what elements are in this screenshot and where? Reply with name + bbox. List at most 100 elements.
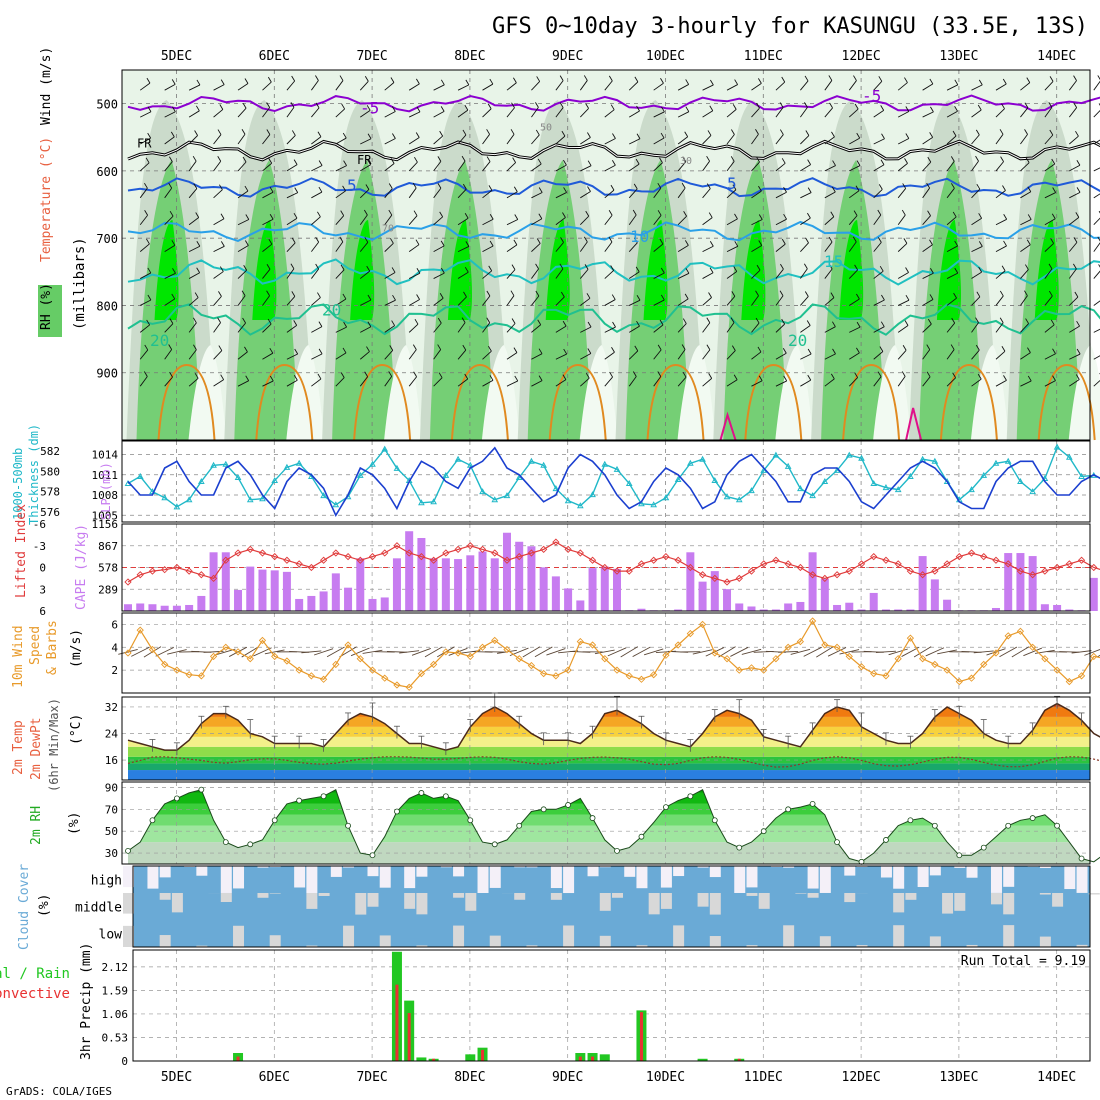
wind-barb xyxy=(653,299,665,306)
upper-wind-label: Wind (m/s) xyxy=(39,47,54,125)
cape-bar xyxy=(124,604,132,611)
cape-bar xyxy=(172,605,181,611)
wind-barb xyxy=(604,164,616,172)
wind-barb-flag xyxy=(587,186,591,192)
wind-barb xyxy=(946,377,956,387)
wind-barb-flag xyxy=(315,75,319,81)
wind-barb xyxy=(873,242,882,252)
wind-barb xyxy=(164,187,173,199)
wind-barb xyxy=(335,269,345,279)
wind-barb-flag xyxy=(828,75,833,81)
cloud-low-cell xyxy=(819,936,831,947)
wind-barb-flag xyxy=(611,294,616,300)
wind-barb xyxy=(971,134,980,145)
thickness-point xyxy=(564,497,572,504)
wind-barb xyxy=(555,80,564,91)
lifted-index-point xyxy=(955,552,963,561)
wind-barb xyxy=(579,269,589,279)
wind-barb xyxy=(946,245,958,253)
temp-contour-25 xyxy=(157,363,216,441)
wind-barb xyxy=(922,215,931,226)
wind-barb xyxy=(677,349,686,360)
rh-point xyxy=(956,852,963,859)
thickness-axis-label-2: Thickness (dm) xyxy=(27,424,41,525)
wind-barb-flag xyxy=(779,290,784,297)
thickness-point xyxy=(1065,453,1073,460)
wind-barb-flag xyxy=(856,293,860,300)
wind-barb-flag xyxy=(804,291,809,297)
wind-barb-flag xyxy=(392,133,396,139)
wind-barb-flag xyxy=(464,212,469,219)
wind-barb xyxy=(139,162,150,172)
lifted-index-point xyxy=(124,578,132,586)
wind10m-barb xyxy=(741,648,762,655)
precip-convective-bar xyxy=(578,1056,582,1061)
wind-barb xyxy=(140,272,152,279)
wind-barb-flag xyxy=(706,155,710,162)
wind-barb xyxy=(335,137,347,145)
wind-barb xyxy=(1069,379,1080,387)
wind-barb xyxy=(359,214,368,225)
lifted-index-point xyxy=(527,549,536,557)
cape-bar xyxy=(246,566,255,611)
wind-barb xyxy=(604,351,615,360)
wind-barb xyxy=(677,111,690,118)
wind-barb-flag xyxy=(1050,319,1055,326)
wind-barb xyxy=(408,137,420,145)
wind-barb xyxy=(824,297,835,306)
wind-barb-flag xyxy=(952,372,957,378)
wind-barb-flag xyxy=(538,348,543,354)
lifted-index-point xyxy=(442,549,450,557)
thickness-point xyxy=(234,473,242,480)
lifted-index-point xyxy=(515,552,523,561)
thickness-point xyxy=(381,445,389,452)
wind-barb xyxy=(1069,325,1080,333)
wind-barb xyxy=(482,379,494,387)
wind-barb-flag xyxy=(317,373,322,380)
wind-barb-flag xyxy=(585,372,590,379)
wind-barb-flag xyxy=(563,348,568,355)
wind-barb-flag xyxy=(318,160,323,166)
wind-barb-flag xyxy=(978,241,983,247)
rh-point xyxy=(638,833,645,840)
wind-barb xyxy=(286,80,295,91)
wind-barb-flag xyxy=(290,102,295,108)
wind-speed-point xyxy=(980,660,988,669)
wind-barb xyxy=(628,350,639,360)
wind-barb xyxy=(995,218,1007,226)
cape-bar xyxy=(1065,609,1074,611)
cape-tick-label: 867 xyxy=(98,540,118,553)
temp-contour-10 xyxy=(127,220,1100,242)
wind-barb-flag xyxy=(510,290,515,296)
precip-convective-bar xyxy=(639,1012,643,1061)
wind-barb-flag xyxy=(195,212,200,218)
wind-speed-point xyxy=(674,641,682,649)
cloud-high-cell xyxy=(184,866,196,868)
wind-barb xyxy=(873,110,884,118)
wind-barb-flag xyxy=(315,236,320,243)
wind-barb xyxy=(335,190,346,199)
bottom-date-label: 13DEC xyxy=(939,1070,978,1085)
cloud-high-cell xyxy=(990,866,1002,893)
wind-barb xyxy=(384,111,396,118)
rh-point xyxy=(418,790,425,796)
wind-barb xyxy=(286,107,295,118)
wind-barb xyxy=(922,187,930,199)
cape-bar xyxy=(808,552,817,611)
wind-barb xyxy=(628,376,637,387)
thickness-point xyxy=(540,461,547,468)
cape-bar xyxy=(710,571,719,611)
cape-bar xyxy=(600,566,609,611)
wind-barb-flag xyxy=(756,264,761,271)
wind-barb xyxy=(873,326,885,333)
cloud-high-cell xyxy=(306,866,318,893)
wind-barb xyxy=(653,243,664,252)
wind-barb-flag xyxy=(902,183,907,189)
wind-barb-flag xyxy=(488,185,493,191)
wind-barb-flag xyxy=(1048,102,1053,108)
wind-barb-flag xyxy=(1076,159,1081,166)
wind-barb-flag xyxy=(781,76,786,83)
wind10m-barb xyxy=(424,646,443,658)
wind-barb-flag xyxy=(196,267,201,274)
wind-barb xyxy=(1044,192,1056,199)
